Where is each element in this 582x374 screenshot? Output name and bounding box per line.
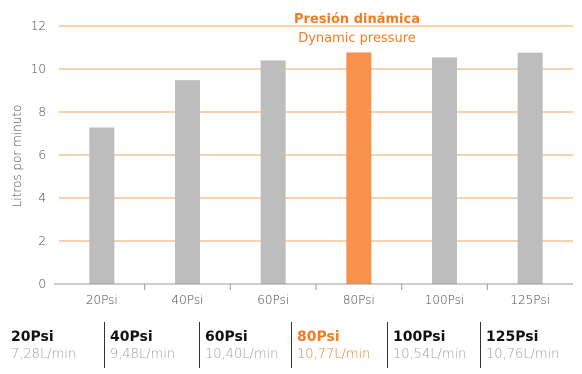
bar-chart: 0 2 4 6 8 10 12 20Psi 40Psi 60Psi 80Psi 100Psi 125P… [10,12,573,307]
bars [89,52,543,285]
bar-20psi [89,127,115,284]
x-tick-label: 40Psi [172,293,204,307]
summary-pressure-label: 80Psi [297,329,340,345]
summary-flow-value: 10,40L/min [205,347,279,362]
y-tick-label: 2 [38,234,46,248]
summary-cell: 100Psi 10,54L/min [387,322,480,368]
summary-cell: 80Psi 10,77L/min [291,322,387,368]
gridlines [59,25,573,242]
summary-pressure-label: 125Psi [486,329,539,345]
x-tick-label: 100Psi [425,293,465,307]
bar-40psi [175,80,200,285]
bar-125psi [517,52,543,284]
y-tick-label: 10 [31,62,46,76]
y-tick-label: 6 [38,148,46,162]
summary-cell: 60Psi 10,40L/min [199,322,291,368]
summary-flow-value: 7,28L/min [11,347,77,362]
y-tick-labels: 0 2 4 6 8 10 12 [31,19,46,291]
summary-cell: 40Psi 9,48L/min [104,322,199,368]
y-tick-label: 8 [38,105,46,119]
bar-60psi [260,60,286,285]
y-tick-label: 4 [38,191,46,205]
summary-pressure-label: 60Psi [205,329,248,345]
summary-flow-value: 10,77L/min [297,347,371,362]
chart-title-en: Dynamic pressure [298,31,416,46]
y-tick-label: 0 [38,277,46,291]
bar-100psi [432,57,457,284]
x-tick-label: 125Psi [510,293,550,307]
bar-80psi [346,52,372,284]
summary-cell: 125Psi 10,76L/min [480,322,576,368]
summary-cell: 20Psi 7,28L/min [6,322,104,368]
summary-pressure-label: 40Psi [110,329,153,345]
x-tick-label: 60Psi [257,293,289,307]
summary-pressure-label: 100Psi [393,329,446,345]
summary-flow-value: 10,76L/min [486,347,560,362]
summary-table: 20Psi 7,28L/min 40Psi 9,48L/min 60Psi 10,40L/… [6,322,576,368]
chart-title-es: Presión dinámica [294,12,420,27]
summary-flow-value: 10,54L/min [393,347,467,362]
y-axis-label: Litros por minuto [10,105,24,208]
y-tick-label: 12 [31,19,46,33]
x-tick-labels: 20Psi 40Psi 60Psi 80Psi 100Psi 125Psi [86,293,550,307]
axes [54,283,573,290]
summary-pressure-label: 20Psi [11,329,54,345]
x-tick-label: 20Psi [86,293,118,307]
x-tick-label: 80Psi [343,293,375,307]
summary-flow-value: 9,48L/min [110,347,176,362]
